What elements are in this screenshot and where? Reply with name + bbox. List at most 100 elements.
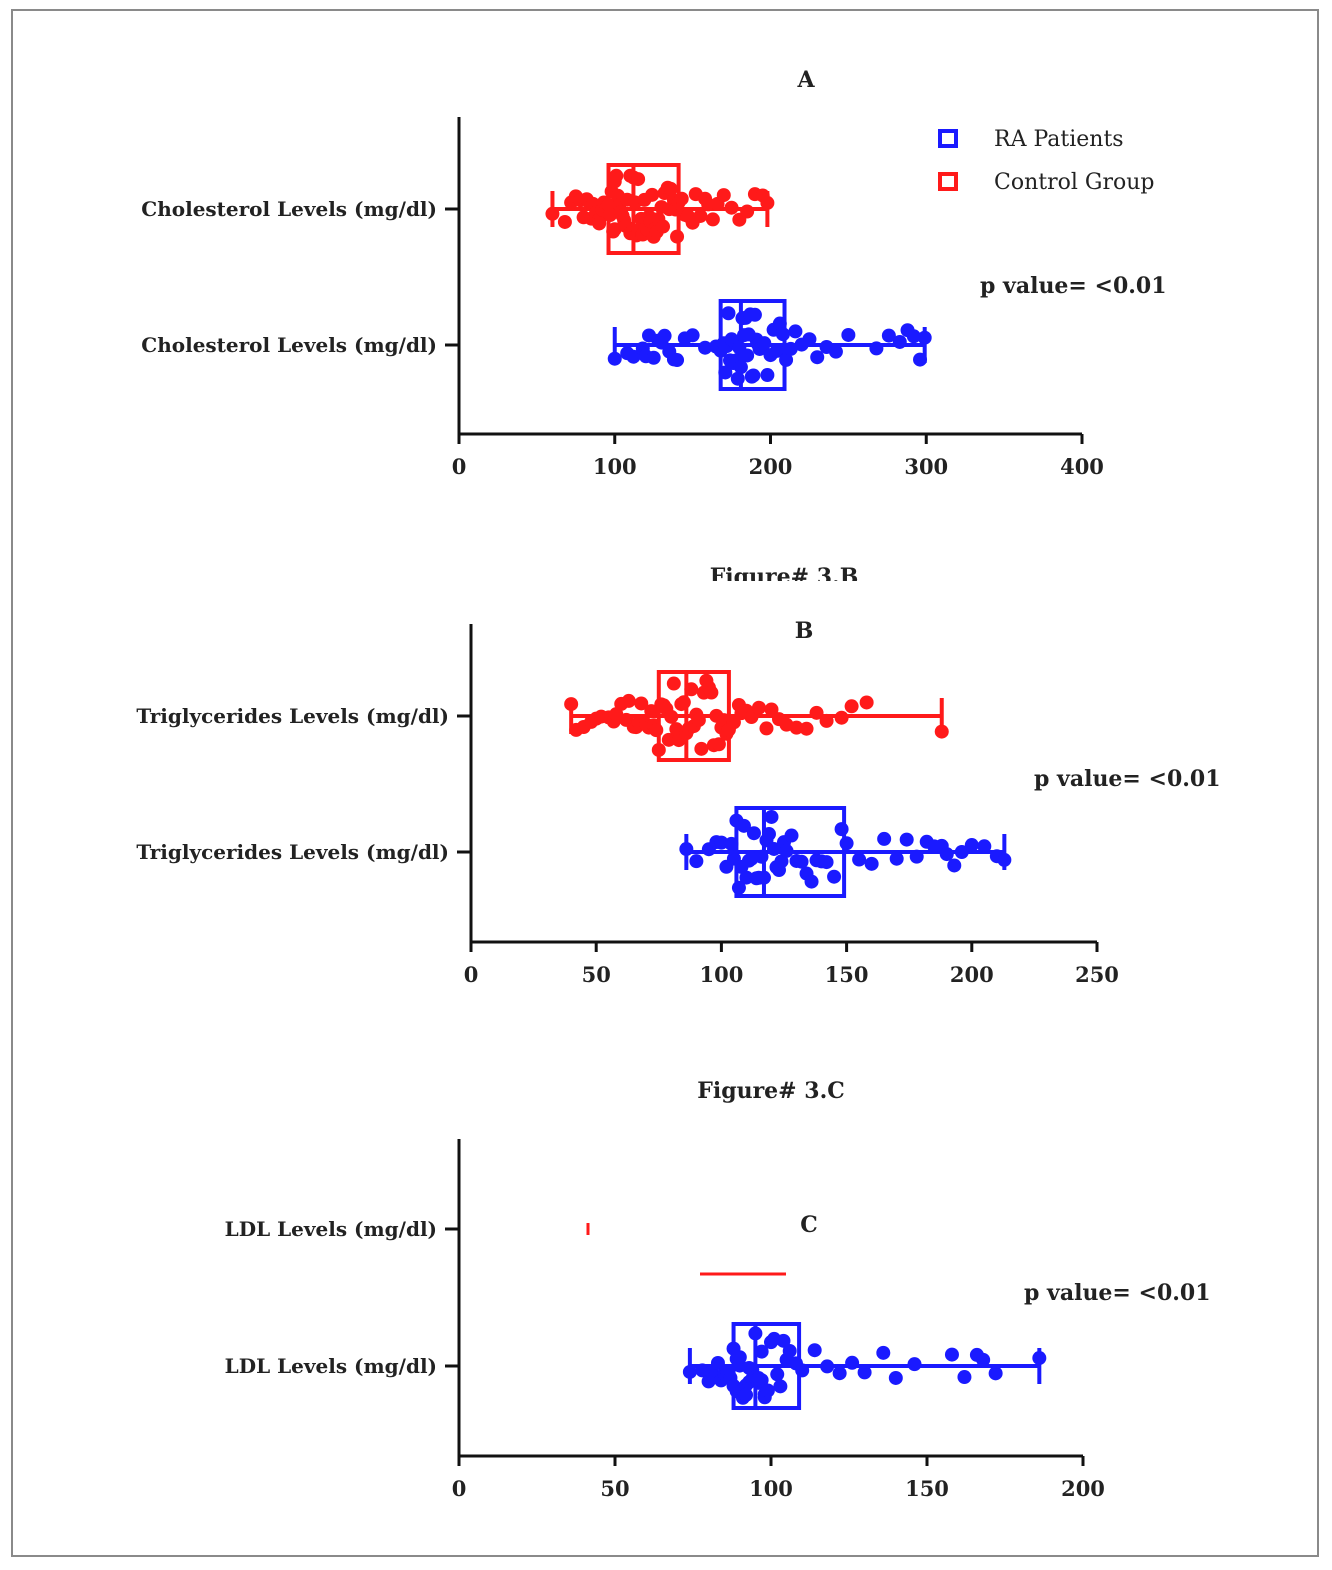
x-tick-label: 150	[825, 962, 869, 987]
chart-triglycerides: B p value= <0.01 0 50 100 150 200 250 Triglyce…	[136, 618, 1220, 987]
data-point	[804, 874, 819, 889]
y-category-label: LDL Levels (mg/dl)	[225, 1354, 437, 1378]
panel-title-c: C	[800, 1212, 818, 1238]
data-point	[646, 350, 661, 365]
data-point	[774, 854, 789, 869]
data-point	[739, 870, 754, 885]
data-point	[819, 855, 834, 870]
data-point	[759, 721, 774, 736]
data-point	[670, 353, 685, 368]
x-tick-label: 50	[600, 1476, 629, 1501]
box-iqr	[606, 163, 681, 255]
data-point	[607, 222, 622, 237]
data-point	[744, 710, 759, 725]
x-tick-label: 0	[464, 962, 479, 987]
data-point	[694, 741, 709, 756]
box-iqr	[731, 1322, 802, 1410]
panel-title-b: B	[795, 618, 814, 644]
panel-title-a: A	[796, 67, 815, 93]
data-point	[877, 831, 892, 846]
data-point	[782, 1343, 797, 1358]
data-point	[739, 1387, 754, 1402]
data-point	[736, 818, 751, 833]
data-point	[913, 352, 928, 367]
series-control-group	[545, 163, 775, 255]
data-point	[663, 181, 678, 196]
data-point	[754, 1373, 769, 1388]
caption-b-wrapper: Figure# 3.B	[710, 564, 859, 581]
data-point	[802, 332, 817, 347]
data-point	[545, 206, 560, 221]
data-point	[764, 809, 779, 824]
data-point	[845, 1355, 860, 1370]
data-point	[841, 327, 856, 342]
data-point	[721, 306, 736, 321]
x-tick-label: 100	[749, 1476, 793, 1501]
data-point	[693, 208, 708, 223]
data-point	[1032, 1351, 1047, 1366]
data-point	[776, 1333, 791, 1348]
data-point	[704, 685, 719, 700]
data-point	[711, 737, 726, 752]
data-point	[810, 350, 825, 365]
data-point	[557, 214, 572, 229]
data-point	[770, 1367, 785, 1382]
data-point	[592, 216, 607, 231]
data-point	[649, 723, 664, 738]
box-iqr	[656, 670, 731, 762]
data-point	[939, 847, 954, 862]
x-tick-label: 0	[452, 454, 467, 479]
data-point	[685, 328, 700, 343]
box-iqr	[718, 299, 787, 391]
data-point	[666, 676, 681, 691]
series-ra-patients	[679, 806, 1012, 898]
p-value-b: p value= <0.01	[1034, 766, 1221, 792]
data-point	[747, 307, 762, 322]
legend-control-label: Control Group	[994, 170, 1154, 195]
data-point	[957, 1370, 972, 1385]
chart-cholesterol: A RA Patients Control Group p value= <0.…	[141, 67, 1166, 479]
data-point	[609, 168, 624, 183]
series-ra-patients	[607, 299, 932, 391]
data-point	[607, 351, 622, 366]
data-point	[988, 1366, 1003, 1381]
x-tick-label: 200	[749, 454, 793, 479]
data-point	[740, 204, 755, 219]
x-tick-label: 400	[1060, 454, 1104, 479]
p-value-a: p value= <0.01	[980, 273, 1167, 299]
x-tick-label: 100	[593, 454, 637, 479]
data-point	[864, 856, 879, 871]
data-point	[869, 341, 884, 356]
data-point	[852, 852, 867, 867]
data-point	[944, 1347, 959, 1362]
data-point	[773, 1379, 788, 1394]
data-point	[899, 832, 914, 847]
data-point	[645, 187, 660, 202]
data-point	[839, 836, 854, 851]
figure-caption-c: Figure# 3.C	[697, 1078, 845, 1104]
data-point	[954, 844, 969, 859]
data-point	[976, 1352, 991, 1367]
data-point	[682, 1364, 697, 1379]
data-point	[691, 713, 706, 728]
data-point	[716, 188, 731, 203]
legend-ra-label: RA Patients	[994, 127, 1124, 152]
data-point	[834, 822, 849, 837]
data-point	[828, 344, 843, 359]
data-point	[977, 839, 992, 854]
data-point	[760, 195, 775, 210]
y-category-label: LDL Levels (mg/dl)	[225, 1217, 437, 1241]
data-point	[832, 1366, 847, 1381]
data-point	[819, 713, 834, 728]
series-control-group	[564, 670, 949, 762]
data-point	[710, 1355, 725, 1370]
data-point	[909, 849, 924, 864]
data-point	[740, 348, 755, 363]
figure-frame	[11, 9, 1319, 1557]
data-point	[698, 340, 713, 355]
data-point	[906, 329, 921, 344]
data-point	[760, 1383, 775, 1398]
data-point	[859, 695, 874, 710]
legend-control-swatch	[938, 172, 958, 191]
